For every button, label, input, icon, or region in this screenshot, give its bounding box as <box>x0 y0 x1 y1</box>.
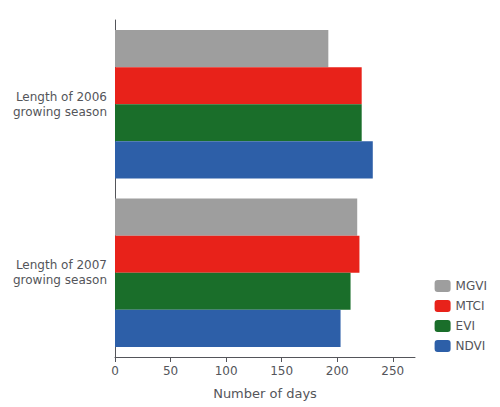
svg-text:Length of 2007: Length of 2007 <box>16 258 107 272</box>
svg-text:NDVI: NDVI <box>456 339 486 353</box>
svg-text:MTCI: MTCI <box>456 299 485 313</box>
svg-text:200: 200 <box>326 364 349 378</box>
svg-text:250: 250 <box>381 364 404 378</box>
svg-text:Number of days: Number of days <box>213 386 317 401</box>
svg-text:150: 150 <box>270 364 293 378</box>
svg-text:growing season: growing season <box>13 105 107 119</box>
svg-text:0: 0 <box>111 364 119 378</box>
svg-text:100: 100 <box>215 364 238 378</box>
svg-text:Length of 2006: Length of 2006 <box>16 90 107 104</box>
svg-text:EVI: EVI <box>456 319 475 333</box>
svg-text:MGVI: MGVI <box>456 279 487 293</box>
svg-text:50: 50 <box>163 364 178 378</box>
svg-text:growing season: growing season <box>13 273 107 287</box>
